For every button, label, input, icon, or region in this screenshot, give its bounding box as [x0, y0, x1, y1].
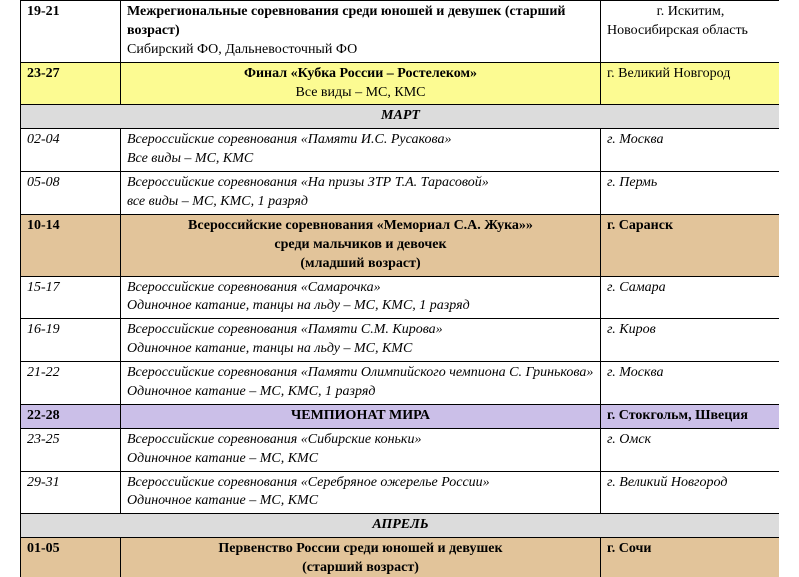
- event-row: 23-27Финал «Кубка России – Ростелеком»Вс…: [21, 62, 780, 105]
- event-location: г. Стокгольм, Швеция: [601, 404, 780, 428]
- event-description-line: Всероссийские соревнования «Памяти И.С. …: [127, 131, 594, 150]
- event-location-line: г. Искитим,: [607, 3, 774, 22]
- event-location: г. Самара: [601, 276, 780, 319]
- event-description: Всероссийские соревнования «Памяти Олимп…: [121, 362, 601, 405]
- event-date: 23-27: [21, 62, 121, 105]
- event-location: г. Москва: [601, 362, 780, 405]
- event-row: 23-25 Всероссийские соревнования «Сибирск…: [21, 428, 780, 471]
- event-row: 02-04 Всероссийские соревнования «Памяти …: [21, 129, 780, 172]
- event-description: Всероссийские соревнования «На призы ЗТР…: [121, 172, 601, 215]
- event-location: г. Москва: [601, 129, 780, 172]
- event-location-line: г. Саранск: [607, 217, 774, 236]
- event-description-line: Одиночное катание, танцы на льду – МС, К…: [127, 297, 594, 316]
- event-location-line: Новосибирская область: [607, 22, 774, 41]
- event-date: 15-17: [21, 276, 121, 319]
- event-description-line: Всероссийские соревнования «Мемориал С.А…: [127, 217, 594, 236]
- event-description-line: Одиночное катание – МС, КМС: [127, 450, 594, 469]
- event-location: г. Омск: [601, 428, 780, 471]
- event-location: г. Сочи: [601, 538, 780, 577]
- event-location: г. Саранск: [601, 214, 780, 276]
- event-date: 19-21: [21, 1, 121, 63]
- event-description-line: Межрегиональные соревнования среди юноше…: [127, 3, 594, 41]
- event-description-line: Одиночное катание, танцы на льду – МС, К…: [127, 340, 594, 359]
- event-description-line: Одиночное катание – МС, КМС, 1 разряд: [127, 383, 594, 402]
- month-label: АПРЕЛЬ: [21, 514, 780, 538]
- event-description-line: Всероссийские соревнования «Самарочка»: [127, 279, 594, 298]
- event-description: Финал «Кубка России – Ростелеком»Все вид…: [121, 62, 601, 105]
- event-description-line: Сибирский ФО, Дальневосточный ФО: [127, 41, 594, 60]
- event-location-line: г. Москва: [607, 131, 774, 150]
- event-date: 05-08: [21, 172, 121, 215]
- event-row: 10-14 Всероссийские соревнования «Мемориа…: [21, 214, 780, 276]
- event-description-line: ЧЕМПИОНАТ МИРА: [127, 407, 594, 426]
- event-location-line: г. Великий Новгород: [607, 474, 774, 493]
- event-description-line: Финал «Кубка России – Ростелеком»: [127, 65, 594, 84]
- event-row: 01-05Первенство России среди юношей и де…: [21, 538, 780, 577]
- event-description-line: Всероссийские соревнования «Памяти С.М. …: [127, 321, 594, 340]
- event-location-line: г. Сочи: [607, 540, 774, 559]
- event-location-line: г. Пермь: [607, 174, 774, 193]
- event-location-line: г. Великий Новгород: [607, 65, 774, 84]
- event-description: Всероссийские соревнования «Памяти И.С. …: [121, 129, 601, 172]
- schedule-table: 19-21Межрегиональные соревнования среди …: [20, 0, 779, 577]
- month-label: МАРТ: [21, 105, 780, 129]
- schedule-tbody: 19-21Межрегиональные соревнования среди …: [21, 1, 780, 577]
- event-description: Всероссийские соревнования «Памяти С.М. …: [121, 319, 601, 362]
- event-date: 16-19: [21, 319, 121, 362]
- event-description-line: (старший возраст): [127, 559, 594, 577]
- event-description-line: Всероссийские соревнования «Серебряное о…: [127, 474, 594, 493]
- event-date: 21-22: [21, 362, 121, 405]
- event-row: 29-31 Всероссийские соревнования «Серебря…: [21, 471, 780, 514]
- event-location: г. Киров: [601, 319, 780, 362]
- month-header-row: МАРТ: [21, 105, 780, 129]
- event-description-line: Первенство России среди юношей и девушек: [127, 540, 594, 559]
- event-location-line: г. Москва: [607, 364, 774, 383]
- event-location: г. Великий Новгород: [601, 62, 780, 105]
- event-location: г. Искитим,Новосибирская область: [601, 1, 780, 63]
- event-date: 23-25: [21, 428, 121, 471]
- event-description: ЧЕМПИОНАТ МИРА: [121, 404, 601, 428]
- event-row: 22-28 ЧЕМПИОНАТ МИРА г. Стокгольм, Швеция: [21, 404, 780, 428]
- event-row: 05-08 Всероссийские соревнования «На приз…: [21, 172, 780, 215]
- event-description-line: все виды – МС, КМС, 1 разряд: [127, 193, 594, 212]
- event-row: 16-19 Всероссийские соревнования «Памяти …: [21, 319, 780, 362]
- event-description: Всероссийские соревнования «Мемориал С.А…: [121, 214, 601, 276]
- event-description-line: (младший возраст): [127, 255, 594, 274]
- month-header-row: АПРЕЛЬ: [21, 514, 780, 538]
- event-description: Всероссийские соревнования «Самарочка»Од…: [121, 276, 601, 319]
- event-row: 21-22 Всероссийские соревнования «Памяти …: [21, 362, 780, 405]
- event-date: 10-14: [21, 214, 121, 276]
- event-description-line: Одиночное катание – МС, КМС: [127, 492, 594, 511]
- event-location-line: г. Стокгольм, Швеция: [607, 407, 774, 426]
- event-location: г. Великий Новгород: [601, 471, 780, 514]
- event-date: 29-31: [21, 471, 121, 514]
- event-description-line: Все виды – МС, КМС: [127, 150, 594, 169]
- event-description-line: Всероссийские соревнования «Памяти Олимп…: [127, 364, 594, 383]
- event-location: г. Пермь: [601, 172, 780, 215]
- event-description-line: Всероссийские соревнования «На призы ЗТР…: [127, 174, 594, 193]
- event-row: 15-17Всероссийские соревнования «Самароч…: [21, 276, 780, 319]
- event-description-line: среди мальчиков и девочек: [127, 236, 594, 255]
- event-description: Межрегиональные соревнования среди юноше…: [121, 1, 601, 63]
- event-description: Первенство России среди юношей и девушек…: [121, 538, 601, 577]
- event-date: 22-28: [21, 404, 121, 428]
- event-description-line: Всероссийские соревнования «Сибирские ко…: [127, 431, 594, 450]
- event-location-line: г. Киров: [607, 321, 774, 340]
- event-date: 02-04: [21, 129, 121, 172]
- event-row: 19-21Межрегиональные соревнования среди …: [21, 1, 780, 63]
- event-description: Всероссийские соревнования «Серебряное о…: [121, 471, 601, 514]
- event-description: Всероссийские соревнования «Сибирские ко…: [121, 428, 601, 471]
- event-date: 01-05: [21, 538, 121, 577]
- event-location-line: г. Омск: [607, 431, 774, 450]
- event-location-line: г. Самара: [607, 279, 774, 298]
- event-description-line: Все виды – МС, КМС: [127, 84, 594, 103]
